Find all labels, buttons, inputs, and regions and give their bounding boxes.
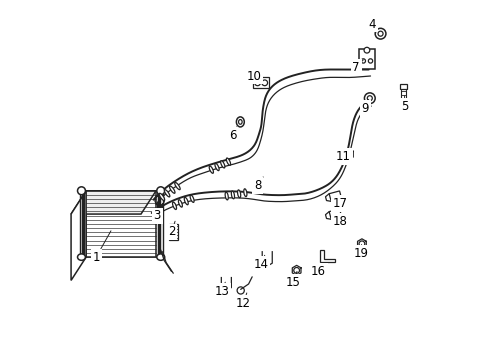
- Ellipse shape: [231, 191, 235, 199]
- Ellipse shape: [225, 192, 228, 200]
- FancyBboxPatch shape: [400, 84, 407, 89]
- Ellipse shape: [209, 166, 214, 173]
- Text: 18: 18: [333, 215, 347, 228]
- Ellipse shape: [175, 183, 180, 190]
- Ellipse shape: [157, 254, 165, 260]
- Ellipse shape: [226, 158, 231, 165]
- Ellipse shape: [184, 197, 188, 205]
- Ellipse shape: [77, 254, 85, 260]
- Text: 17: 17: [333, 197, 347, 210]
- Ellipse shape: [172, 202, 176, 210]
- Text: 10: 10: [246, 69, 261, 82]
- Ellipse shape: [361, 59, 366, 63]
- Ellipse shape: [215, 163, 219, 171]
- FancyBboxPatch shape: [253, 77, 269, 88]
- Ellipse shape: [170, 186, 175, 193]
- Text: 13: 13: [214, 282, 229, 298]
- Ellipse shape: [239, 120, 242, 124]
- Text: 9: 9: [362, 99, 369, 115]
- Ellipse shape: [244, 189, 247, 197]
- Text: 6: 6: [229, 127, 237, 142]
- Text: 16: 16: [311, 262, 326, 278]
- Polygon shape: [329, 209, 342, 219]
- Text: 15: 15: [286, 271, 301, 289]
- FancyBboxPatch shape: [359, 49, 375, 69]
- Polygon shape: [86, 191, 156, 257]
- FancyBboxPatch shape: [169, 224, 177, 240]
- Polygon shape: [71, 191, 86, 280]
- Text: 12: 12: [236, 293, 251, 310]
- Polygon shape: [329, 191, 342, 201]
- Ellipse shape: [368, 59, 373, 63]
- Polygon shape: [320, 250, 335, 262]
- Text: 3: 3: [153, 206, 161, 222]
- Text: 7: 7: [352, 60, 364, 73]
- Ellipse shape: [178, 200, 182, 207]
- Polygon shape: [71, 191, 156, 214]
- Ellipse shape: [164, 190, 170, 197]
- Ellipse shape: [236, 117, 245, 127]
- Ellipse shape: [190, 195, 194, 202]
- Text: 11: 11: [336, 150, 351, 163]
- Text: 8: 8: [254, 177, 263, 192]
- Ellipse shape: [159, 193, 165, 201]
- Ellipse shape: [157, 187, 165, 195]
- Ellipse shape: [220, 161, 225, 168]
- Text: 2: 2: [168, 221, 175, 238]
- Ellipse shape: [364, 47, 370, 53]
- Text: 5: 5: [401, 96, 408, 113]
- Text: 1: 1: [93, 231, 111, 264]
- Text: 4: 4: [368, 18, 376, 33]
- Ellipse shape: [77, 187, 85, 195]
- Text: 19: 19: [354, 244, 369, 260]
- Ellipse shape: [238, 190, 241, 198]
- Text: 14: 14: [254, 255, 269, 271]
